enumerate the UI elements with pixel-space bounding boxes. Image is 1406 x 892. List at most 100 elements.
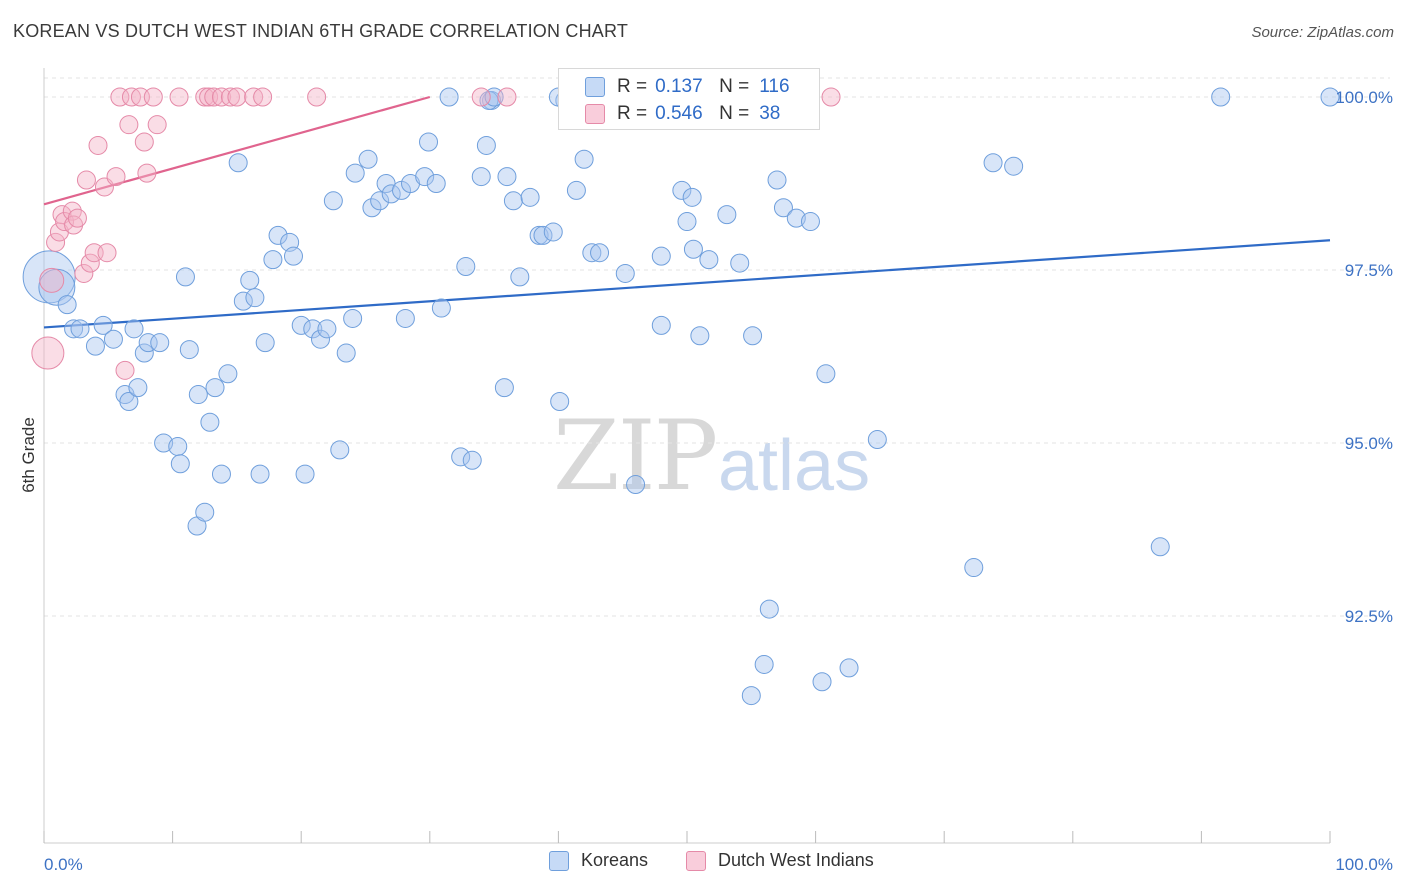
data-point	[362, 198, 382, 218]
data-point	[200, 412, 220, 432]
data-point	[39, 267, 65, 293]
stats-swatch-dutch-west-indians	[585, 104, 605, 124]
data-point	[211, 464, 231, 484]
data-point	[699, 250, 719, 270]
data-point	[471, 87, 491, 107]
data-point	[317, 319, 337, 339]
data-point	[1320, 87, 1340, 107]
data-point	[245, 288, 265, 308]
trend-line-koreans	[43, 239, 1331, 329]
r-label: R =	[617, 103, 648, 124]
series-koreans	[22, 87, 1340, 706]
data-point	[46, 232, 66, 252]
stats-swatch-koreans	[585, 77, 605, 97]
data-point	[358, 149, 378, 169]
data-point	[395, 308, 415, 328]
data-point	[1211, 87, 1231, 107]
data-point	[426, 174, 446, 193]
data-point	[683, 239, 703, 259]
y-tick-label: 97.5%	[1345, 261, 1393, 280]
data-point	[64, 319, 84, 339]
data-point	[218, 364, 238, 384]
data-point	[137, 163, 157, 183]
data-point	[510, 267, 530, 287]
data-point	[582, 243, 602, 263]
data-point	[204, 87, 224, 107]
data-point	[821, 87, 841, 107]
trend-lines	[43, 95, 1331, 329]
data-point	[462, 450, 482, 470]
data-point	[677, 212, 697, 232]
stats-legend-box: R = 0.137 N = 116 R = 0.546 N = 38	[558, 68, 820, 130]
legend-item-koreans[interactable]: Koreans	[549, 850, 648, 871]
data-point	[268, 225, 288, 245]
data-point	[370, 191, 390, 211]
data-point	[179, 340, 199, 360]
data-point	[250, 464, 270, 484]
data-point	[143, 87, 163, 107]
stats-row-dutch-west-indians: R = 0.546 N = 38	[585, 101, 780, 127]
data-point	[106, 167, 126, 187]
data-points	[22, 87, 1340, 706]
x-tick-label: 100.0%	[1335, 855, 1393, 874]
data-point	[188, 385, 208, 405]
data-point	[690, 326, 710, 346]
data-point	[1150, 537, 1170, 557]
data-point	[330, 440, 350, 460]
axes	[43, 68, 1331, 844]
data-point	[431, 298, 451, 318]
data-point	[543, 222, 563, 242]
data-point	[767, 170, 787, 190]
data-point	[128, 378, 148, 398]
data-point	[520, 187, 540, 207]
data-point	[336, 343, 356, 363]
data-point	[115, 360, 135, 380]
data-point	[175, 267, 195, 287]
data-point	[85, 336, 105, 356]
data-point	[415, 167, 435, 187]
data-point	[574, 149, 594, 169]
data-point	[103, 329, 123, 349]
data-point	[439, 87, 459, 107]
legend-item-dutch-west-indians[interactable]: Dutch West Indians	[686, 850, 874, 871]
data-point	[533, 225, 553, 245]
data-point	[419, 132, 439, 152]
r-value-dutch-west-indians: 0.546	[655, 103, 703, 124]
data-point	[983, 153, 1003, 173]
data-point	[150, 333, 170, 353]
y-tick-label: 92.5%	[1345, 607, 1393, 626]
data-point	[839, 658, 859, 678]
data-point	[816, 364, 836, 384]
data-point	[228, 153, 248, 173]
data-point	[80, 253, 100, 273]
data-point	[67, 208, 87, 228]
data-point	[307, 87, 327, 107]
r-label: R =	[617, 76, 648, 97]
legend: Koreans Dutch West Indians	[0, 850, 1406, 880]
data-point	[134, 132, 154, 152]
data-point	[74, 263, 94, 283]
data-point	[119, 115, 139, 135]
data-point	[1004, 156, 1024, 176]
data-point	[343, 308, 363, 328]
data-point	[227, 87, 247, 107]
data-point	[503, 191, 523, 211]
r-value-koreans: 0.137	[655, 76, 703, 97]
data-point	[170, 454, 190, 474]
data-point	[57, 295, 77, 315]
data-point	[110, 87, 130, 107]
y-tick-label: 100.0%	[1335, 88, 1393, 107]
watermark-atlas: atlas	[718, 426, 871, 506]
n-value-koreans: 116	[759, 76, 790, 97]
legend-label-dutch-west-indians: Dutch West Indians	[718, 850, 874, 870]
data-point	[263, 250, 283, 270]
data-point	[451, 447, 471, 467]
data-point	[134, 343, 154, 363]
data-point	[195, 502, 215, 522]
y-axis-label: 6th Grade	[19, 417, 38, 493]
axis-labels: 92.5% 95.0% 97.5% 100.0% 0.0% 100.0% 6th Grade	[19, 88, 1393, 874]
n-value-dutch-west-indians: 38	[759, 103, 781, 124]
data-point	[754, 654, 774, 674]
data-point	[615, 263, 635, 283]
